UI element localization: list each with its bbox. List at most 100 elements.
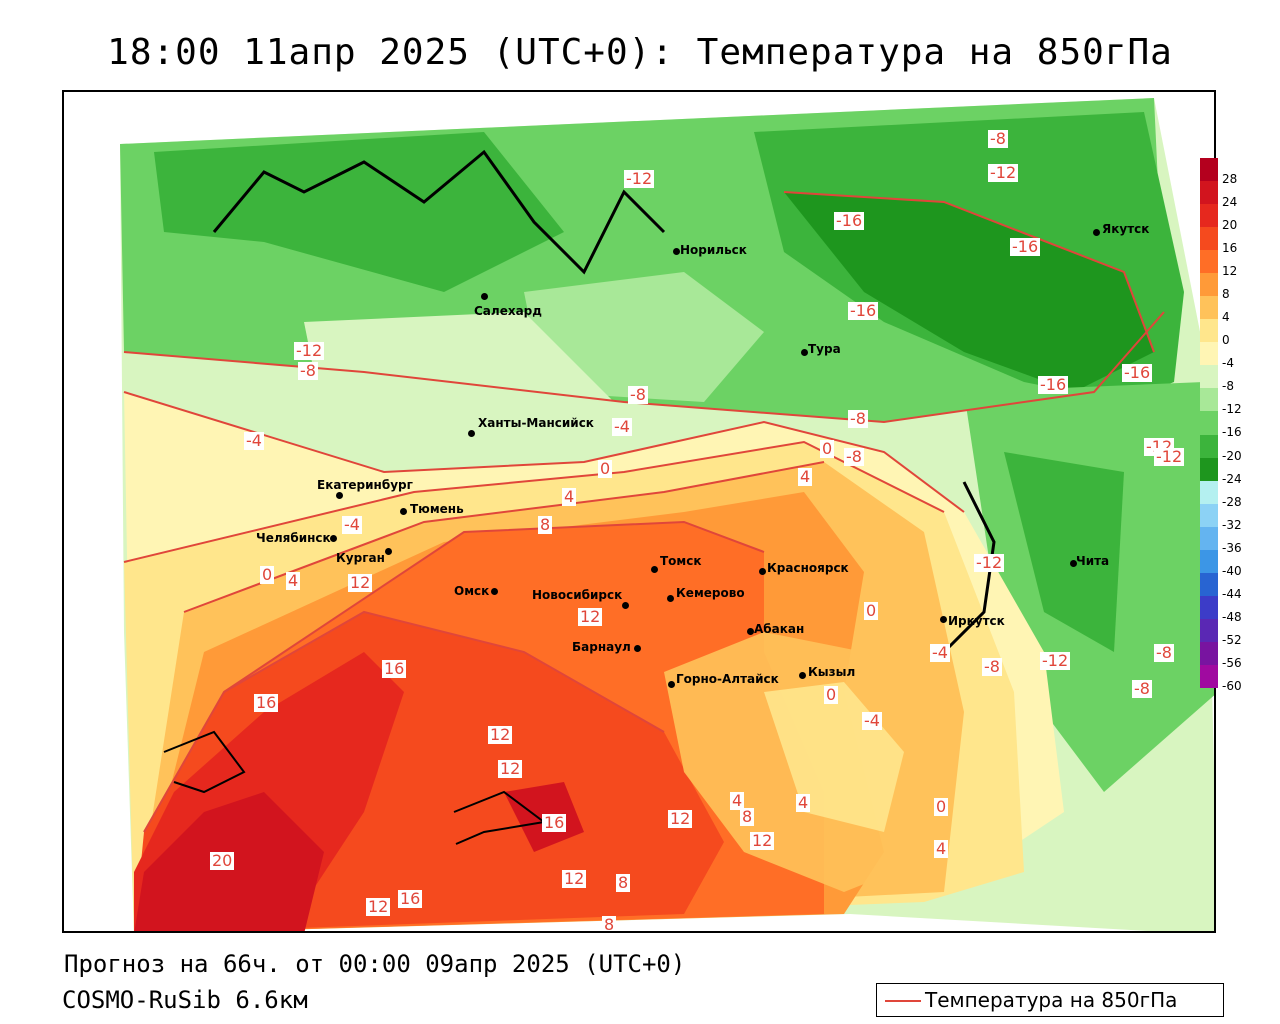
colorbar-tick-label: -40 (1222, 563, 1242, 578)
colorbar-segment (1200, 641, 1218, 666)
contour-label: 16 (254, 693, 279, 712)
model-name: COSMO-RuSib 6.6км (62, 986, 308, 1014)
city-label-norilsk: Норильск (680, 243, 747, 257)
contour-label: 12 (750, 831, 775, 850)
contour-label: 0 (824, 685, 839, 704)
city-label-irkutsk: Иркутск (948, 614, 1005, 628)
colorbar-tick-label: -32 (1222, 517, 1242, 532)
city-dot (400, 508, 407, 515)
contour-label: 8 (740, 807, 755, 826)
city-label-yakutsk: Якутск (1102, 222, 1150, 236)
city-label-abakan: Абакан (754, 622, 805, 636)
contour-label: -16 (1038, 375, 1069, 394)
contour-label: -12 (988, 163, 1019, 182)
temperature-map[interactable]: Салехард Норильск Якутск Тура Ханты-Манс… (62, 90, 1216, 933)
colorbar-tick-label: 12 (1222, 264, 1238, 279)
colorbar-segment (1200, 664, 1218, 689)
contour-label: -8 (1154, 643, 1174, 662)
colorbar-tick-label: -24 (1222, 471, 1242, 486)
colorbar-tick-label: 16 (1222, 241, 1238, 256)
contour-label: -12 (1154, 447, 1185, 466)
contour-label: -12 (974, 553, 1005, 572)
contour-label: 0 (864, 601, 879, 620)
colorbar-segment (1200, 526, 1218, 551)
colorbar-tick-label: -4 (1222, 356, 1234, 371)
city-dot (481, 293, 488, 300)
contour-label: -4 (612, 417, 632, 436)
contour-label: -8 (982, 657, 1002, 676)
city-dot (491, 588, 498, 595)
city-label-chelyabinsk: Челябинск (256, 531, 331, 545)
city-label-krasnoyarsk: Красноярск (767, 561, 849, 575)
colorbar-segment (1200, 250, 1218, 274)
colorbar-tick-label: 4 (1222, 310, 1230, 325)
city-dot (330, 535, 337, 542)
colorbar-segment (1200, 296, 1218, 320)
colorbar-tick-label: -56 (1222, 655, 1242, 670)
colorbar-segment (1200, 388, 1218, 412)
contour-label: 0 (598, 459, 613, 478)
city-dot (634, 645, 641, 652)
colorbar-tick-label: -12 (1222, 402, 1242, 417)
colorbar-segment (1200, 618, 1218, 643)
colorbar-segment (1200, 457, 1218, 482)
colorbar-tick-label: 28 (1222, 172, 1238, 186)
contour-label: 4 (934, 839, 949, 858)
colorbar-segment (1200, 434, 1218, 459)
contour-label: -4 (862, 711, 882, 730)
colorbar-segment (1200, 365, 1218, 389)
city-dot (1093, 229, 1100, 236)
city-dot (622, 602, 629, 609)
contour-label: 16 (542, 813, 567, 832)
city-label-gorno-altaysk: Горно-Алтайск (676, 672, 779, 686)
contour-label: 12 (578, 607, 603, 626)
contour-label: -4 (244, 431, 264, 450)
contour-label: -8 (848, 409, 868, 428)
city-dot (668, 681, 675, 688)
city-label-khanty-mansiysk: Ханты-Мансийск (478, 416, 594, 430)
city-label-barnaul: Барнаул (572, 640, 631, 654)
colorbar-tick-label: -60 (1222, 678, 1242, 693)
city-dot (1070, 560, 1077, 567)
contour-label: -8 (298, 361, 318, 380)
city-label-chita: Чита (1076, 554, 1110, 568)
colorbar-tick-label: -48 (1222, 609, 1242, 624)
city-label-yekaterinburg: Екатеринбург (317, 478, 413, 492)
city-label-tyumen: Тюмень (410, 502, 464, 516)
colorbar-segment (1200, 572, 1218, 597)
city-label-kyzyl: Кызыл (808, 665, 856, 679)
contour-label: 4 (562, 487, 577, 506)
contour-label: 16 (382, 659, 407, 678)
colorbar-segment (1200, 227, 1218, 251)
contour-label: 4 (796, 793, 811, 812)
map-fill-layer (120, 98, 1214, 931)
contour-label: 8 (602, 915, 617, 933)
city-label-tura: Тура (808, 342, 841, 356)
city-label-salekhard: Салехард (474, 304, 542, 318)
colorbar-tick-label: 8 (1222, 287, 1230, 302)
contour-label: -4 (342, 515, 362, 534)
contour-label: -16 (1122, 363, 1153, 382)
contour-label: 12 (366, 897, 391, 916)
contour-label: 12 (668, 809, 693, 828)
contour-label: 12 (348, 573, 373, 592)
colorbar-segment (1200, 549, 1218, 574)
contour-label: -16 (834, 211, 865, 230)
contour-label: -8 (1132, 679, 1152, 698)
city-dot (468, 430, 475, 437)
city-dot (667, 595, 674, 602)
city-label-kemerovo: Кемерово (676, 586, 745, 600)
colorbar-tick-label: -16 (1222, 425, 1242, 440)
contour-label: 4 (730, 791, 745, 810)
city-dot (940, 616, 947, 623)
colorbar-segment (1200, 503, 1218, 528)
contour-label: 0 (260, 565, 275, 584)
colorbar-tick-label: -20 (1222, 448, 1242, 463)
colorbar-tick-label: -8 (1222, 379, 1234, 394)
city-dot (747, 628, 754, 635)
contour-label: 12 (562, 869, 587, 888)
contour-label: -8 (988, 129, 1008, 148)
colorbar-tick-label: 24 (1222, 195, 1238, 210)
contour-label: -12 (294, 341, 325, 360)
contour-label: -8 (844, 447, 864, 466)
